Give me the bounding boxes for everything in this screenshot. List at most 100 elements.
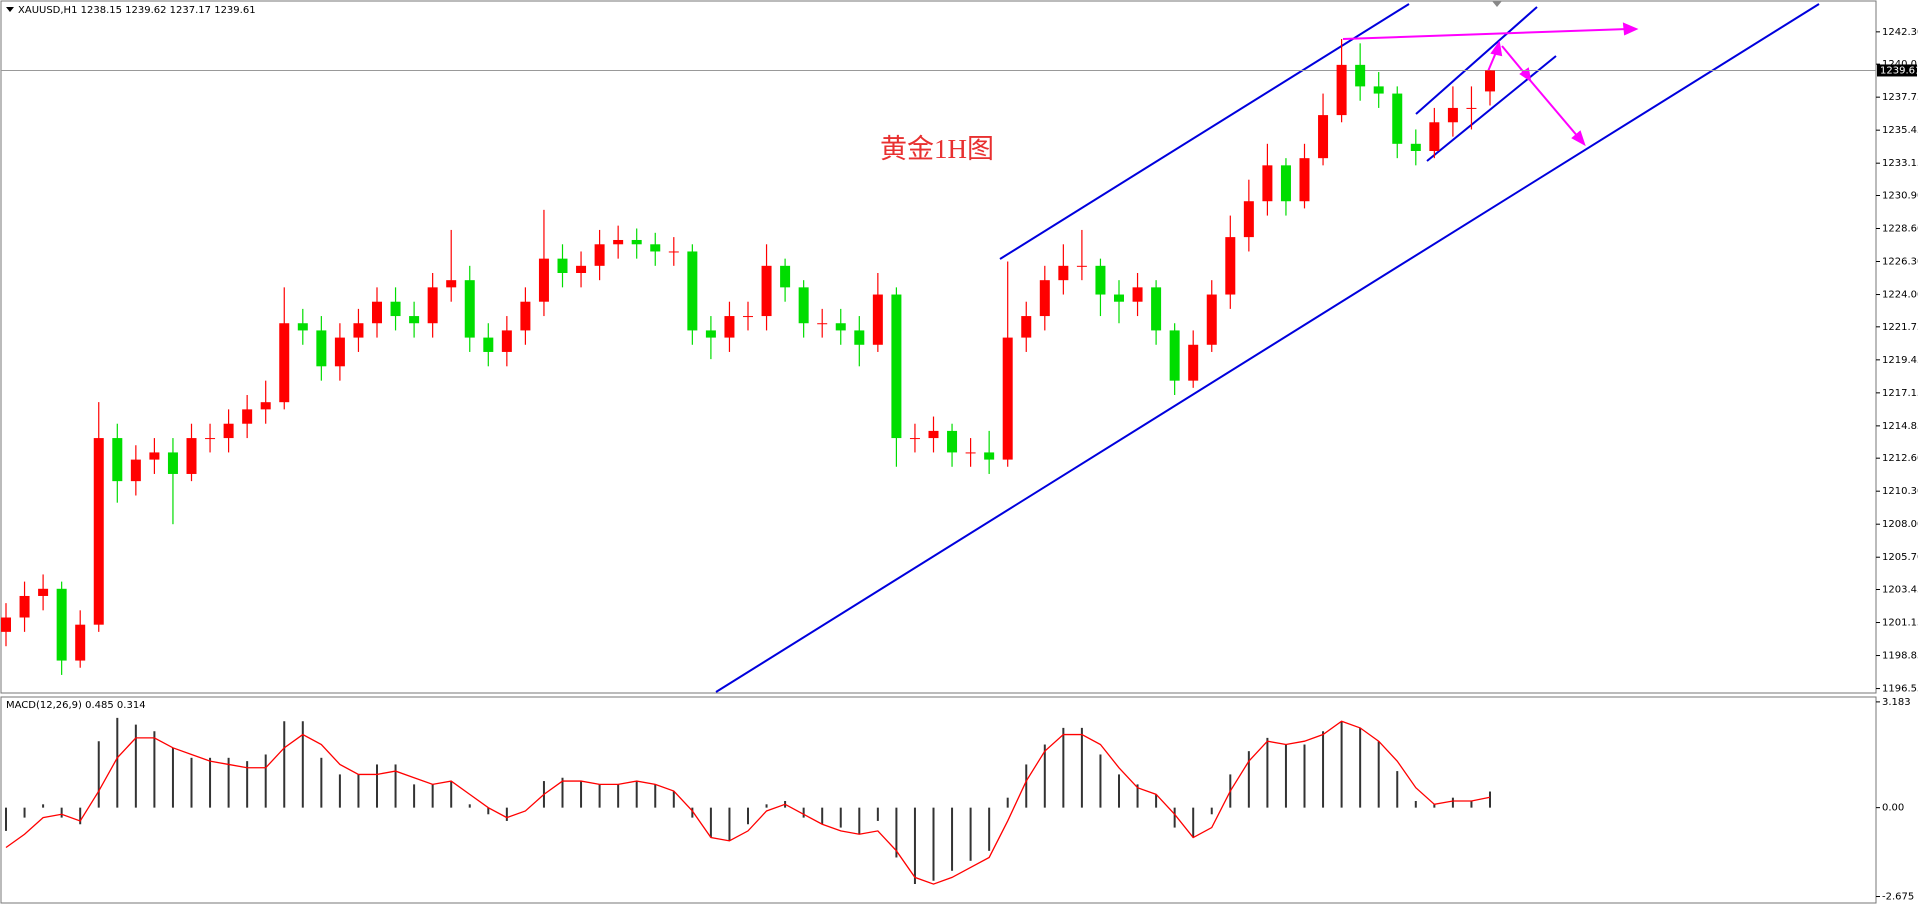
candle-body xyxy=(687,251,698,331)
price-panel xyxy=(0,0,1877,694)
y-tick-label: 1226.30 xyxy=(1882,257,1918,268)
candle-body xyxy=(835,323,846,331)
candle-body xyxy=(1021,316,1032,338)
candle-body xyxy=(353,323,364,338)
candle-body xyxy=(1280,165,1291,202)
candle-body xyxy=(872,294,883,345)
candle-body xyxy=(56,588,67,661)
candle-body xyxy=(316,330,327,367)
candle-body xyxy=(1039,280,1050,317)
candle-body xyxy=(705,330,716,338)
last-price-box xyxy=(1877,64,1917,77)
candle-body xyxy=(909,438,920,440)
y-tick-label: 1230.90 xyxy=(1882,190,1918,201)
candle-body xyxy=(334,337,345,367)
candle-body xyxy=(1225,237,1236,295)
candle-body xyxy=(1485,70,1495,92)
candle-body xyxy=(130,459,141,482)
candle-body xyxy=(1392,93,1403,144)
last-price-label: 1239.61 xyxy=(1880,65,1918,76)
y-tick-label: 1228.60 xyxy=(1882,224,1918,235)
candle-body xyxy=(1151,287,1162,331)
candle-body xyxy=(1188,344,1199,381)
candle-body xyxy=(538,258,549,302)
candle-body xyxy=(1132,287,1143,302)
candle-body xyxy=(817,323,828,325)
candle-body xyxy=(891,294,902,439)
candle-body xyxy=(594,244,605,266)
y-tick-label: 3.183 xyxy=(1882,697,1911,708)
candle-body xyxy=(372,301,382,324)
arrow-head xyxy=(1490,40,1503,57)
y-tick-label: 1221.75 xyxy=(1882,322,1918,333)
candle-body xyxy=(223,423,234,439)
y-tick-label: 1212.60 xyxy=(1882,453,1918,464)
candle-body xyxy=(798,287,809,324)
y-tick-label: 1208.00 xyxy=(1882,519,1918,530)
candle-body xyxy=(205,438,216,440)
chart-title: XAUUSD,H1 1238.15 1239.62 1237.17 1239.6… xyxy=(18,5,256,16)
candle-body xyxy=(1114,294,1124,302)
trend-lines xyxy=(715,3,1820,693)
y-tick-label: 1242.30 xyxy=(1882,27,1918,38)
candle-body xyxy=(501,330,512,352)
candle-body xyxy=(1243,201,1254,238)
y-tick-label: 1233.15 xyxy=(1882,158,1918,169)
menu-triangle xyxy=(6,7,14,12)
y-tick-label: 1224.00 xyxy=(1882,290,1918,301)
candle-body xyxy=(409,316,420,324)
trend-line xyxy=(715,3,1820,693)
candle-body xyxy=(483,337,494,352)
candle-body xyxy=(75,624,86,661)
candle-body xyxy=(613,239,624,245)
candle-body xyxy=(1262,165,1273,202)
candle-body xyxy=(297,323,308,331)
arrow xyxy=(1342,28,1629,40)
y-tick-label: 1198.85 xyxy=(1882,651,1918,662)
y-tick-label: 1219.45 xyxy=(1882,355,1918,366)
y-tick-label: 1205.70 xyxy=(1882,552,1918,563)
macd-panel xyxy=(0,696,1877,904)
trend-line xyxy=(1426,55,1557,162)
arrow-head xyxy=(1622,22,1639,36)
candle-body xyxy=(1206,294,1217,345)
y-tick-label: 1217.15 xyxy=(1882,388,1918,399)
candle-body xyxy=(464,280,475,338)
candle-body xyxy=(149,452,160,460)
y-tick-label: 1201.15 xyxy=(1882,618,1918,629)
candle-body xyxy=(260,402,271,410)
candle-body xyxy=(1447,107,1458,123)
candle-body xyxy=(724,316,735,338)
y-tick-label: 1203.45 xyxy=(1882,585,1918,596)
y-tick-label: 1196.55 xyxy=(1882,684,1918,695)
candle-body xyxy=(576,265,587,273)
y-tick-label: 1214.85 xyxy=(1882,421,1918,432)
candle-body xyxy=(631,239,642,245)
y-tick-label: 0.00 xyxy=(1882,803,1904,814)
candle-body xyxy=(167,452,178,474)
y-tick-label: 1237.75 xyxy=(1882,92,1918,103)
candle-body xyxy=(112,438,123,482)
arrow-head xyxy=(1519,67,1532,83)
candle-body xyxy=(780,265,791,288)
candle-body xyxy=(1299,158,1310,202)
candle-body xyxy=(947,430,958,453)
macd-title: MACD(12,26,9) 0.485 0.314 xyxy=(6,700,146,711)
candle-body xyxy=(38,588,49,596)
candle-body xyxy=(854,330,865,345)
candle-body xyxy=(1410,143,1421,151)
candle-body xyxy=(93,438,104,625)
candle-body xyxy=(1355,64,1366,87)
trend-line xyxy=(999,3,1410,260)
candle-body xyxy=(1169,330,1180,381)
candle-body xyxy=(242,409,253,424)
candle-body xyxy=(650,244,661,252)
y-tick-label: 1235.45 xyxy=(1882,125,1918,136)
candle-body xyxy=(1466,107,1477,109)
candle-body xyxy=(557,258,568,273)
candle-body xyxy=(186,438,197,474)
candle-body xyxy=(1,617,11,632)
candle-body xyxy=(928,430,939,439)
